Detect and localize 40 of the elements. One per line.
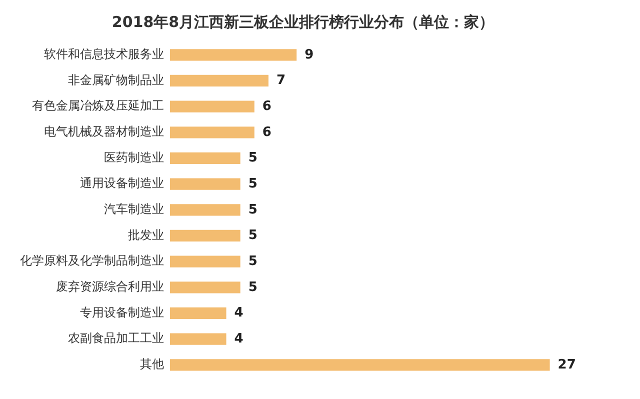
data-label: 5 [248,254,258,269]
data-label: 5 [248,176,258,192]
chart-title: 2018年8月江西新三板企业排行榜行业分布（单位：家） [112,12,494,31]
bar [170,178,240,190]
data-label: 9 [304,47,314,62]
y-tick-label: 汽车制造业 [104,202,164,216]
y-tick-label: 非金属矿物制品业 [68,72,164,87]
y-tick-label: 废弃资源综合利用业 [56,280,164,294]
data-label: 4 [234,306,244,321]
data-label: 7 [276,73,286,88]
y-tick-label: 有色金属冶炼及压延加工 [32,98,164,113]
y-tick-label: 软件和信息技术服务业 [44,47,164,62]
data-label: 6 [262,98,272,114]
data-label: 5 [248,202,258,218]
y-tick-label: 批发业 [128,228,164,242]
bar [170,282,240,294]
data-label: 6 [262,124,272,140]
bar [170,307,226,320]
data-label: 5 [248,150,258,166]
data-label: 5 [248,228,258,244]
bar [170,333,226,345]
bar [170,256,240,268]
bar [170,49,297,61]
bar [170,100,254,112]
data-label: 27 [558,357,576,372]
bar [170,74,268,87]
y-tick-label: 通用设备制造业 [80,176,164,190]
bar [170,152,240,164]
data-label: 5 [248,280,258,295]
bar [170,204,240,216]
bar [170,126,254,138]
y-tick-label: 专用设备制造业 [80,305,164,320]
bar [170,359,550,371]
bar [170,230,240,242]
y-tick-label: 农副食品加工工业 [68,331,164,346]
y-tick-label: 其他 [140,357,164,372]
y-tick-label: 医药制造业 [104,150,164,164]
y-tick-label: 化学原料及化学制品制造业 [20,254,164,268]
data-label: 4 [234,331,244,346]
y-tick-label: 电气机械及器材制造业 [44,124,164,139]
